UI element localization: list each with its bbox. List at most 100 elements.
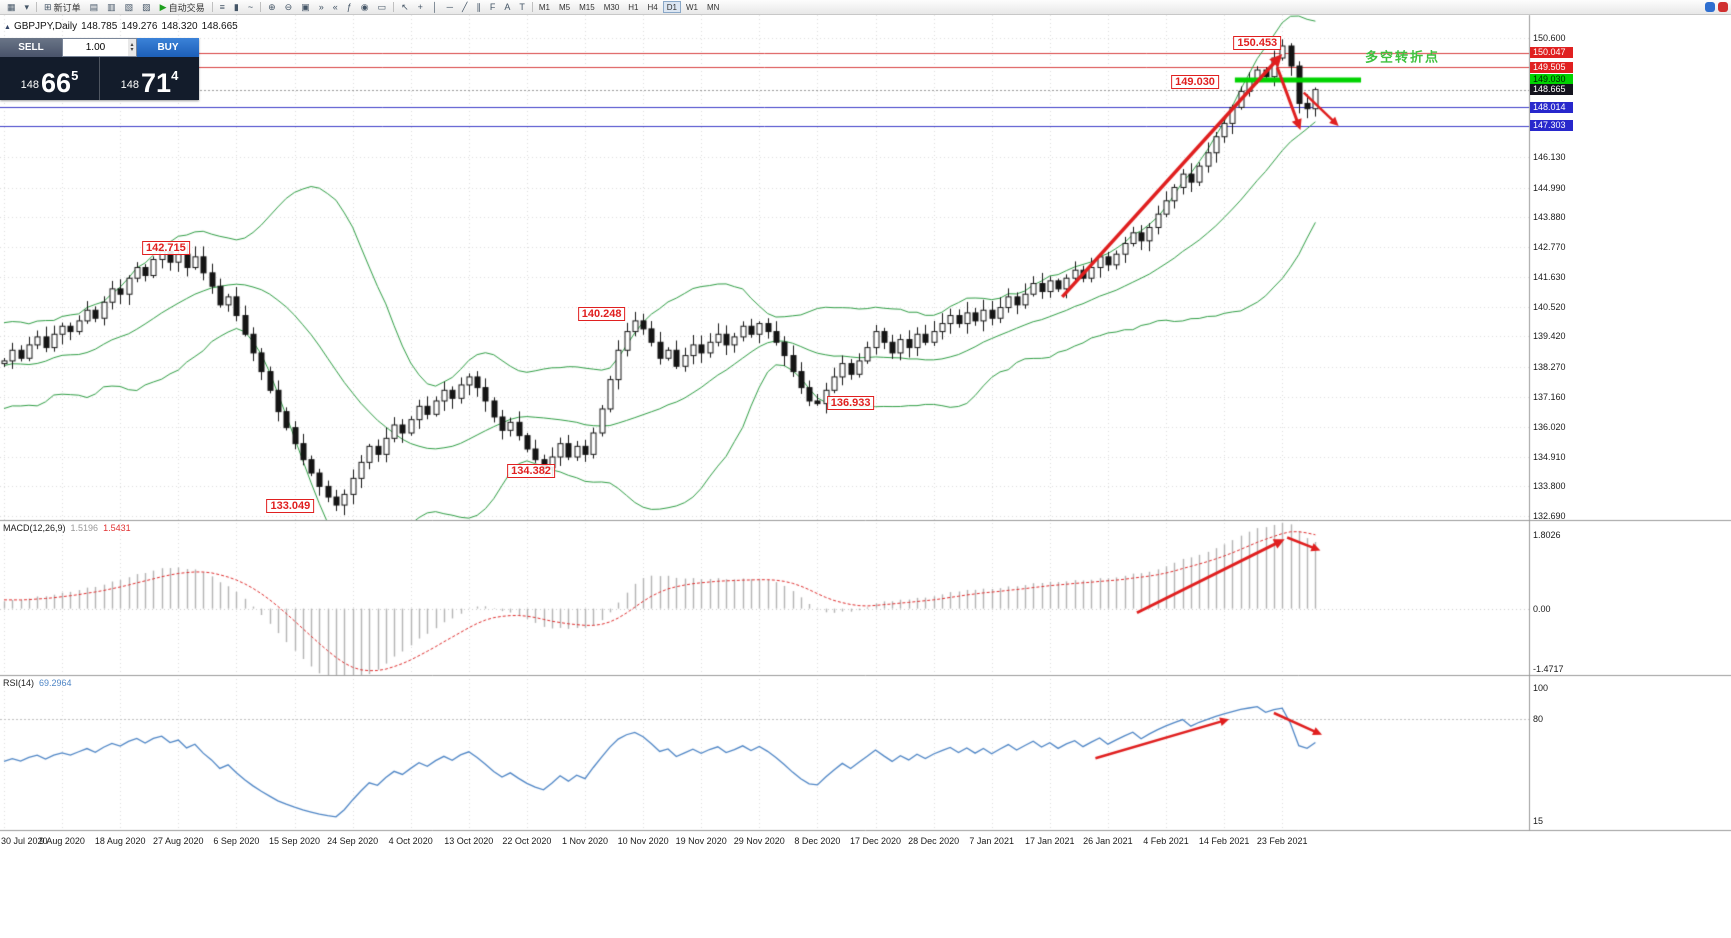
terminal-icon: ▨ xyxy=(142,1,151,12)
indicators-button[interactable]: ƒ xyxy=(343,1,356,14)
timeframe-d1-button[interactable]: D1 xyxy=(662,1,681,13)
crosshair-button[interactable]: + xyxy=(414,1,427,14)
vertical-line-button[interactable]: │ xyxy=(428,1,442,14)
community-icon[interactable] xyxy=(1705,2,1715,12)
new-order-button[interactable]: ⊞ 新订单 xyxy=(40,1,85,14)
fibonacci-button[interactable]: F xyxy=(486,1,500,14)
ohlc-high: 149.276 xyxy=(121,21,158,32)
rsi-axis-label: 100 xyxy=(1533,683,1549,693)
macd-value: 1.5196 xyxy=(70,523,99,533)
trendline-button[interactable]: ╱ xyxy=(458,1,471,14)
time-axis-label: 15 Sep 2020 xyxy=(268,836,321,846)
data-window-button[interactable]: ▥ xyxy=(103,1,120,14)
navigator-button[interactable]: ▧ xyxy=(121,1,138,14)
new-chart-button[interactable]: ▦ xyxy=(3,1,20,14)
volume-increase-button[interactable]: ▴ xyxy=(130,41,134,48)
time-axis-label: 18 Aug 2020 xyxy=(94,836,146,846)
time-axis-label: 28 Dec 2020 xyxy=(908,836,960,846)
price-axis-label: 133.800 xyxy=(1533,481,1566,492)
autotrading-button[interactable]: ▶ 自动交易 xyxy=(156,1,209,14)
time-axis-label: 17 Jan 2021 xyxy=(1025,836,1075,846)
sell-price-sup: 5 xyxy=(71,68,79,83)
price-badge-dark: 148.665 xyxy=(1530,84,1573,96)
timeframe-w1-button[interactable]: W1 xyxy=(682,1,702,13)
sell-button[interactable]: SELL xyxy=(0,38,62,57)
line-chart-button[interactable]: ~ xyxy=(244,1,257,14)
price-axis-label: 132.690 xyxy=(1533,511,1566,521)
periods-button[interactable]: ◉ xyxy=(357,1,373,14)
buy-price-small: 148 xyxy=(120,79,140,91)
time-axis-label: 13 Oct 2020 xyxy=(444,836,494,846)
timeframe-m5-button[interactable]: M5 xyxy=(555,1,574,13)
chart-shift-button[interactable]: « xyxy=(329,1,342,14)
new-order-icon: ⊞ xyxy=(44,1,52,12)
bar-chart-button[interactable]: ≡ xyxy=(216,1,229,14)
buy-button[interactable]: BUY xyxy=(137,38,199,57)
time-axis-label: 30 Jul 2020 xyxy=(1,836,48,846)
volume-decrease-button[interactable]: ▾ xyxy=(130,46,134,53)
auto-scroll-button[interactable]: » xyxy=(315,1,328,14)
trendline-icon: ╱ xyxy=(461,1,468,12)
cursor-button[interactable]: ↖ xyxy=(397,1,413,14)
timeframe-m1-button[interactable]: M1 xyxy=(535,1,554,13)
time-axis-label: 4 Feb 2021 xyxy=(1143,836,1189,846)
price-annotation-label: 150.453 xyxy=(1233,35,1282,50)
line-chart-icon: ~ xyxy=(247,1,254,12)
zoom-out-icon: ⊖ xyxy=(284,1,293,12)
timeframe-h4-button[interactable]: H4 xyxy=(644,1,662,13)
terminal-button[interactable]: ▨ xyxy=(138,1,155,14)
tile-windows-button[interactable]: ▣ xyxy=(297,1,314,14)
time-axis-label: 4 Oct 2020 xyxy=(388,836,433,846)
templates-button[interactable]: ▭ xyxy=(374,1,391,14)
zoom-in-button[interactable]: ⊕ xyxy=(264,1,280,14)
price-badge-green: 149.030 xyxy=(1530,74,1573,86)
price-annotation-label: 142.715 xyxy=(141,241,190,256)
vertical-line-icon: │ xyxy=(431,1,438,12)
rsi-value: 69.2964 xyxy=(39,678,72,688)
zoom-out-button[interactable]: ⊖ xyxy=(281,1,297,14)
buy-price-sup: 4 xyxy=(171,68,179,83)
time-axis-label: 9 Aug 2020 xyxy=(39,836,85,846)
symbol-name: GBPJPY,Daily xyxy=(13,21,78,32)
candlestick-chart-button[interactable]: ▮ xyxy=(230,1,243,14)
chart-profiles-button[interactable]: ▾ xyxy=(21,1,34,14)
data-window-icon: ▥ xyxy=(107,1,116,12)
timeframe-m30-button[interactable]: M30 xyxy=(600,1,624,13)
buy-price[interactable]: 148 71 4 xyxy=(99,57,199,100)
toolbar-separator xyxy=(260,2,262,12)
text-button[interactable]: A xyxy=(500,1,514,14)
fibonacci-icon: F xyxy=(489,1,496,12)
price-axis-label: 144.990 xyxy=(1533,182,1566,193)
horizontal-line-button[interactable]: ─ xyxy=(443,1,457,14)
toolbar-separator xyxy=(393,2,395,12)
volume-input[interactable] xyxy=(63,39,128,56)
time-axis-label: 27 Aug 2020 xyxy=(153,836,204,846)
timeframe-m15-button[interactable]: M15 xyxy=(575,1,599,13)
timeframe-h1-button[interactable]: H1 xyxy=(624,1,642,13)
volume-box: ▴ ▾ xyxy=(62,38,137,57)
ohlc-open: 148.785 xyxy=(81,21,118,32)
rsi-axis-label: 15 xyxy=(1533,815,1544,826)
price-badge-blue: 147.303 xyxy=(1530,120,1573,132)
market-watch-button[interactable]: ▤ xyxy=(86,1,103,14)
arrows-tool-button[interactable]: T xyxy=(515,1,529,14)
new-chart-icon: ▦ xyxy=(7,1,16,12)
time-axis-label: 22 Oct 2020 xyxy=(502,836,552,846)
toolbar-separator xyxy=(36,2,38,12)
price-axis-label: 146.130 xyxy=(1533,152,1566,163)
alert-icon[interactable] xyxy=(1718,2,1728,12)
time-axis-label: 1 Nov 2020 xyxy=(561,836,609,846)
timeframe-mn-button[interactable]: MN xyxy=(703,1,723,13)
price-axis-label: 139.420 xyxy=(1533,331,1566,342)
price-axis-label: 140.520 xyxy=(1533,302,1566,313)
time-axis-label: 23 Feb 2021 xyxy=(1256,836,1308,846)
turning-point-note: 多空转折点 xyxy=(1365,49,1441,65)
sell-price[interactable]: 148 66 5 xyxy=(0,57,99,100)
rsi-title: RSI(14) xyxy=(3,678,35,688)
equidistant-channel-button[interactable]: ∥ xyxy=(472,1,485,14)
macd-axis-label: 0.00 xyxy=(1533,603,1551,614)
macd-axis-label: 1.8026 xyxy=(1533,529,1561,540)
main-toolbar: ▦ ▾ ⊞ 新订单 ▤ ▥ ▧ ▨ ▶ 自动交易 ≡ ▮ ~ ⊕ ⊖ ▣ » « ƒ ◉ ▭ ↖ + │ ─ ╱ ∥ F A T M1 M5… xyxy=(0,0,1731,15)
